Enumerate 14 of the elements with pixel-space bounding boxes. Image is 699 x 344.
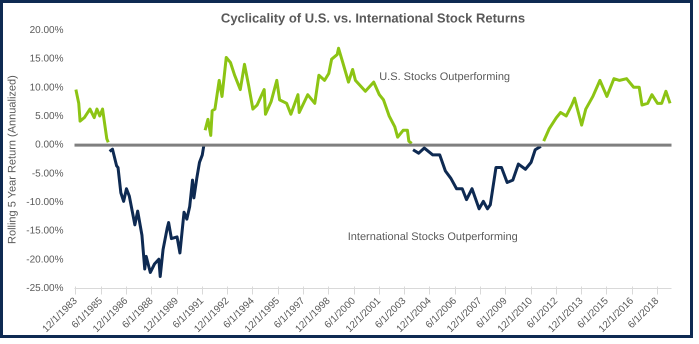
- y-tick-label: -10.00%: [26, 197, 64, 208]
- y-tick-label: -5.00%: [32, 168, 64, 180]
- y-tick-label: -20.00%: [26, 254, 64, 266]
- y-axis-title: Rolling 5 Year Return (Annualized): [6, 75, 18, 244]
- chart-title: Cyclicality of U.S. vs. International Stock Returns: [220, 10, 526, 26]
- annotation: U.S. Stocks Outperforming: [379, 70, 510, 83]
- y-tick-label: -15.00%: [26, 226, 64, 237]
- annotation: International Stocks Outperforming: [348, 230, 518, 243]
- y-tick-label: 15.00%: [30, 54, 64, 65]
- y-tick-label: 0.00%: [35, 140, 64, 151]
- y-tick-label: -25.00%: [26, 283, 64, 294]
- y-tick-label: 20.00%: [30, 25, 64, 36]
- y-tick-label: 5.00%: [35, 111, 64, 122]
- y-tick-label: 10.00%: [30, 82, 64, 94]
